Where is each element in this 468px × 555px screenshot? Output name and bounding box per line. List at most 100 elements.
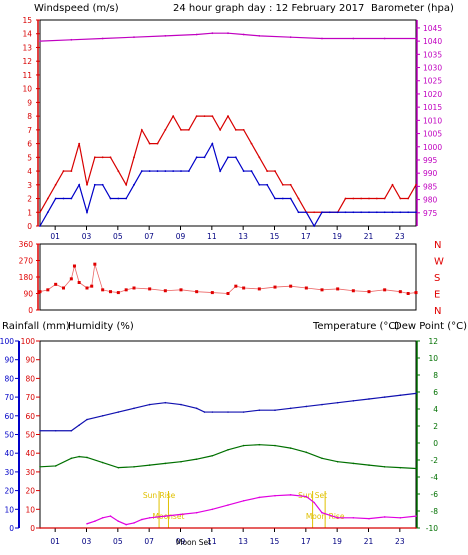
weather-series-point-1 [352, 462, 355, 465]
weather-x-tick-label: 23 [395, 537, 405, 546]
weather-x-tick-label: 13 [238, 537, 248, 546]
weather-series-point-0 [305, 405, 308, 408]
barometer-tick-label: 985 [423, 182, 438, 191]
temperature-tick-label: 2 [433, 422, 438, 431]
temperature-tick-label: -4 [431, 473, 439, 482]
rain-tick-label: 50 [4, 431, 14, 440]
wind-series-point-0 [211, 115, 214, 118]
weather-series-point-2 [242, 500, 245, 502]
wind-series-point-0 [313, 211, 316, 214]
weather-series-point-1 [368, 464, 370, 466]
weather-x-tick-label: 11 [207, 537, 217, 546]
wind-series-point-2 [195, 33, 198, 36]
wind-series-point-0 [344, 197, 347, 200]
barometer-tick-label: 1020 [423, 90, 442, 99]
weather-series-point-2 [195, 511, 198, 514]
wind-x-tick-label: 13 [238, 232, 248, 241]
wind-series-point-0 [46, 197, 49, 200]
wind-series-point-1 [54, 197, 57, 200]
wind-series-point-2 [101, 37, 104, 40]
wind-series-point-1 [368, 211, 370, 214]
weather-series-point-0 [117, 411, 120, 413]
weather-series-point-0 [321, 403, 323, 406]
wind-series-point-2 [352, 37, 355, 40]
weather-series-point-0 [133, 407, 135, 410]
wind-y-tick-label: 7 [27, 126, 32, 135]
temperature-tick-label: 4 [433, 405, 438, 414]
weather-series-point-0 [180, 403, 182, 406]
weather-series-point-0 [368, 398, 370, 400]
weather-series-point-0 [164, 401, 167, 404]
weather-x-tick-label: 05 [113, 537, 123, 546]
sun-moon-label: Sun Set [298, 491, 327, 500]
wind-y-tick-label: 9 [27, 98, 32, 107]
compass-label: S [434, 273, 440, 284]
temperature-tick-label: -2 [431, 456, 439, 465]
wind-series-point-1 [195, 156, 198, 159]
wind-series-point-1 [336, 211, 339, 214]
rain-tick-label: 20 [4, 487, 14, 496]
wind-series-point-1 [305, 211, 308, 214]
wind-series-point-0 [250, 142, 253, 145]
weather-series-point-0 [242, 411, 245, 413]
wind-series-point-0 [156, 142, 159, 145]
weather-series-point-0 [211, 411, 214, 413]
wind-series-point-0 [375, 197, 378, 200]
direction-tick-label: 90 [23, 290, 33, 299]
weather-series-point-2 [274, 494, 276, 497]
wind-series-point-0 [227, 115, 229, 118]
wind-series-point-0 [399, 197, 402, 200]
wind-series-point-1 [415, 211, 417, 214]
wind-series-point-1 [344, 211, 347, 214]
barometer-tick-label: 1035 [423, 50, 442, 59]
wind-x-tick-label: 03 [82, 232, 92, 241]
wind-series-point-0 [383, 197, 386, 200]
weather-series-point-1 [336, 460, 339, 463]
compass-label: N [434, 306, 441, 317]
weather-series-point-0 [399, 394, 402, 397]
wind-series-point-0 [78, 142, 81, 145]
wind-series-point-2 [133, 36, 135, 39]
wind-series-point-1 [352, 211, 355, 214]
wind-series-point-2 [164, 34, 167, 37]
wind-series-point-1 [242, 170, 245, 172]
weather-series-point-2 [321, 511, 323, 514]
wind-series-point-1 [187, 170, 190, 172]
wind-series-point-1 [258, 183, 261, 186]
weather-x-tick-label: 01 [50, 537, 60, 546]
wind-series-point-2 [242, 33, 245, 36]
wind-series-point-0 [391, 183, 394, 186]
weather-series-point-2 [211, 508, 214, 511]
wind-x-tick-label: 17 [301, 232, 311, 241]
rain-tick-label: 100 [0, 337, 14, 346]
wind-series-point-0 [219, 128, 222, 131]
weather-series-point-0 [352, 400, 355, 402]
weather-series-point-1 [101, 461, 104, 464]
barometer-tick-label: 975 [423, 209, 438, 218]
wind-series-point-0 [164, 128, 167, 131]
wind-series-point-1 [86, 211, 88, 214]
weather-series-point-0 [415, 392, 417, 395]
wind-series-point-0 [39, 211, 41, 214]
rain-tick-label: 0 [9, 524, 14, 533]
weather-series-point-2 [148, 517, 151, 519]
weather-series-point-1 [211, 454, 214, 457]
wind-y-tick-label: 4 [27, 167, 32, 176]
weather-series-point-2 [94, 520, 96, 522]
barometer-tick-label: 990 [423, 169, 438, 178]
sun-moon-label: Moonset [153, 512, 185, 521]
weather-series-point-2 [133, 522, 135, 524]
weather-series-point-0 [195, 407, 198, 410]
wind-x-tick-label: 23 [395, 232, 405, 241]
barometer-tick-label: 1005 [423, 130, 442, 139]
wind-y-tick-label: 5 [27, 153, 32, 162]
wind-series-point-2 [39, 40, 41, 43]
wind-series-point-1 [274, 197, 276, 200]
wind-series-point-0 [274, 170, 276, 172]
humidity-tick-label: 10 [25, 505, 35, 514]
weather-x-tick-label: 21 [364, 537, 374, 546]
wind-series-point-1 [313, 225, 316, 227]
wind-x-tick-label: 07 [144, 232, 154, 241]
weather-series-point-1 [164, 462, 167, 465]
weather-series-point-2 [117, 520, 120, 522]
